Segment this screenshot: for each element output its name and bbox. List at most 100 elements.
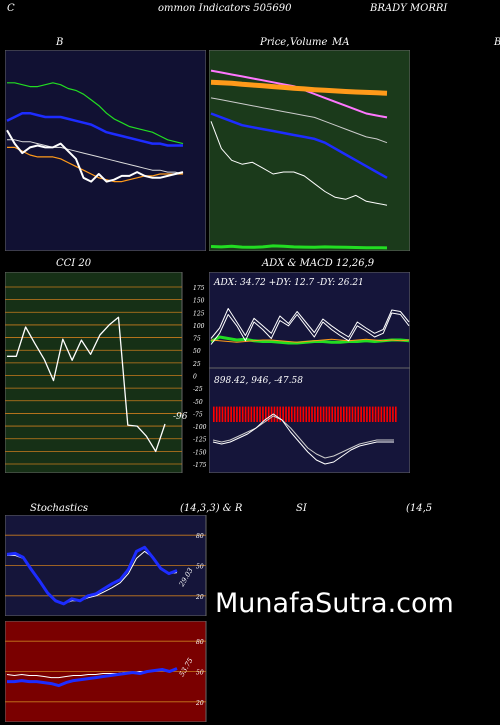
macd-histogram-bar xyxy=(377,406,380,422)
oscillator-tick-label: 80 xyxy=(196,533,204,540)
cci-tick-label: -75 xyxy=(193,411,203,418)
macd-histogram-bar xyxy=(291,406,293,422)
macd-histogram-bar xyxy=(314,406,316,422)
macd-histogram-bar xyxy=(244,406,247,422)
minus-di-line xyxy=(210,312,410,345)
macd-histogram-bar xyxy=(259,406,261,422)
cci-tick-label: 75 xyxy=(193,336,201,343)
macd-histogram-bar xyxy=(296,406,299,422)
macd-histogram-bar xyxy=(236,406,238,422)
oscillator-tick-label: 20 xyxy=(195,594,204,601)
macd-histogram-bar xyxy=(270,406,273,422)
bb-price-line xyxy=(6,129,184,183)
macd-histogram-bar xyxy=(227,406,230,422)
macd-histogram-bar xyxy=(288,406,290,422)
macd-histogram-bar xyxy=(357,406,360,422)
macd-histogram-bar xyxy=(328,406,331,422)
title-stochastics: Stochastics xyxy=(30,503,88,514)
macd-histogram-bar xyxy=(348,406,351,422)
macd-histogram-bar xyxy=(224,406,227,422)
title-volume: Volume xyxy=(290,37,328,48)
cci-tick-label: -175 xyxy=(193,462,207,469)
cci-line xyxy=(7,316,166,453)
macd-histogram-bar xyxy=(233,406,235,422)
cci-tick-label: 0 xyxy=(193,374,197,381)
macd-histogram-bar xyxy=(221,406,224,422)
cci-tick-label: 150 xyxy=(193,298,205,305)
macd-histogram-bar xyxy=(331,406,334,422)
macd-histogram-bar xyxy=(293,406,296,422)
cci-bg xyxy=(5,272,183,473)
macd-histogram-bar xyxy=(218,406,221,422)
oscillator-tick-label: 20 xyxy=(195,700,204,707)
bb-middle-shadow-line xyxy=(7,139,184,175)
ma-blue-line xyxy=(210,112,388,179)
oscillator-tick-label: 50 xyxy=(196,670,204,677)
macd-histogram-bar xyxy=(366,406,368,422)
title-b: B xyxy=(56,37,64,48)
cci-tick-label: -150 xyxy=(193,449,207,456)
macd-histogram-bar xyxy=(267,406,270,422)
adx-macd-panel: ADX: 34.72 +DY: 12.7 -DY: 26.21 898.42, … xyxy=(209,272,410,473)
cci-tick-label: 175 xyxy=(193,285,205,292)
macd-histogram-bar xyxy=(392,406,394,422)
macd-histogram-bar xyxy=(311,406,313,422)
macd-histogram-bar xyxy=(215,406,218,422)
macd-histogram-bar xyxy=(308,406,310,422)
macd-histogram-bar xyxy=(230,406,232,422)
macd-signal-line xyxy=(212,415,394,459)
cci-tick-label: 50 xyxy=(193,348,201,355)
macd-histogram-bar xyxy=(250,406,253,422)
price-bg xyxy=(209,50,410,251)
bollinger-panel xyxy=(5,50,206,251)
title-price: Price, xyxy=(260,37,290,48)
macd-histogram-bar xyxy=(299,406,302,422)
macd-histogram-bar xyxy=(279,406,282,422)
macd-histogram-bar xyxy=(241,406,244,422)
macd-histogram-bar xyxy=(265,406,267,422)
macd-histogram-bar xyxy=(253,406,256,422)
macd-histogram-bar xyxy=(325,406,328,422)
bb-upper-line xyxy=(7,82,184,145)
macd-histogram-bar xyxy=(343,406,345,422)
cci-tick-label: 100 xyxy=(193,323,205,330)
macd-histogram-bar xyxy=(319,406,322,422)
macd-histogram-bar xyxy=(322,406,325,422)
oscillator-tick-label: 80 xyxy=(196,639,204,646)
rsi-line xyxy=(7,667,178,688)
title-edge: B xyxy=(494,37,500,48)
macd-histogram-bar xyxy=(276,406,279,422)
macd-histogram-bar xyxy=(239,406,241,422)
cci-current-value: -96 xyxy=(173,412,188,422)
macd-histogram-bar xyxy=(247,406,250,422)
title-cci: CCI 20 xyxy=(56,258,92,269)
macd-histogram-bar xyxy=(374,406,377,422)
macd-histogram-bar xyxy=(383,406,386,422)
stoch-k-line xyxy=(6,545,178,606)
adx-line xyxy=(210,335,410,345)
macd-histogram-bar xyxy=(340,406,342,422)
macd-histogram-bar xyxy=(395,406,397,422)
ma-grey-line xyxy=(210,97,388,144)
title-ma: MA xyxy=(332,37,350,48)
minus-di-shadow-line xyxy=(210,308,410,339)
macd-histogram-bar xyxy=(360,406,362,422)
header-company: BRADY MORRI xyxy=(370,3,448,14)
price-panel xyxy=(209,50,410,251)
macd-histogram-bar xyxy=(334,406,336,422)
macd-histogram-bar xyxy=(389,406,391,422)
macd-histogram-bar xyxy=(354,406,357,422)
bb-lower-line xyxy=(7,146,183,183)
adx-readout: ADX: 34.72 +DY: 12.7 -DY: 26.21 xyxy=(213,278,364,288)
cci-tick-label: 125 xyxy=(193,310,205,317)
macd-histogram-bar xyxy=(305,406,308,422)
macd-histogram-bar xyxy=(317,406,319,422)
cci-tick-label: -50 xyxy=(193,399,203,406)
watermark: MunafaSutra.com xyxy=(215,588,454,619)
bb-middle-line xyxy=(6,111,183,147)
macd-histogram-bar xyxy=(371,406,374,422)
macd-histogram-bar xyxy=(262,406,264,422)
title-rsi-params: (14,5 xyxy=(406,503,433,514)
